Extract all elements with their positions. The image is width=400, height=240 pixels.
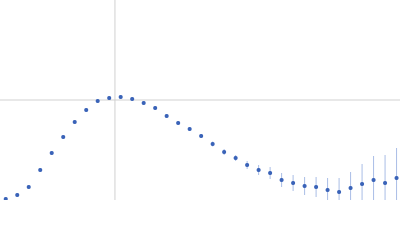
data-point [72, 120, 77, 124]
data-point [84, 108, 89, 112]
data-point [245, 163, 250, 167]
data-point [164, 114, 169, 118]
chart [0, 0, 400, 200]
data-point [26, 185, 31, 189]
data-point [49, 151, 54, 155]
data-point [222, 150, 227, 154]
data-point [233, 156, 238, 160]
data-point [95, 99, 100, 103]
data-point [337, 190, 342, 194]
data-point [107, 96, 112, 100]
data-point [38, 168, 43, 172]
data-point [279, 178, 284, 182]
data-point [256, 168, 261, 172]
data-point [141, 101, 146, 105]
data-point [130, 97, 135, 101]
data-point [268, 171, 273, 175]
data-point [210, 142, 215, 146]
data-point [153, 106, 158, 110]
data-point [360, 182, 365, 186]
data-point [348, 186, 353, 190]
data-point [383, 181, 388, 185]
data-point [15, 193, 20, 197]
data-point [325, 188, 330, 192]
data-point [3, 197, 8, 200]
data-point [61, 135, 66, 139]
data-point [176, 121, 181, 125]
data-point [302, 184, 307, 188]
data-point [371, 178, 376, 182]
data-point [118, 95, 123, 99]
data-point [394, 176, 399, 180]
data-point [314, 185, 319, 189]
data-point [199, 134, 204, 138]
data-point [187, 127, 192, 131]
data-point [291, 181, 296, 185]
